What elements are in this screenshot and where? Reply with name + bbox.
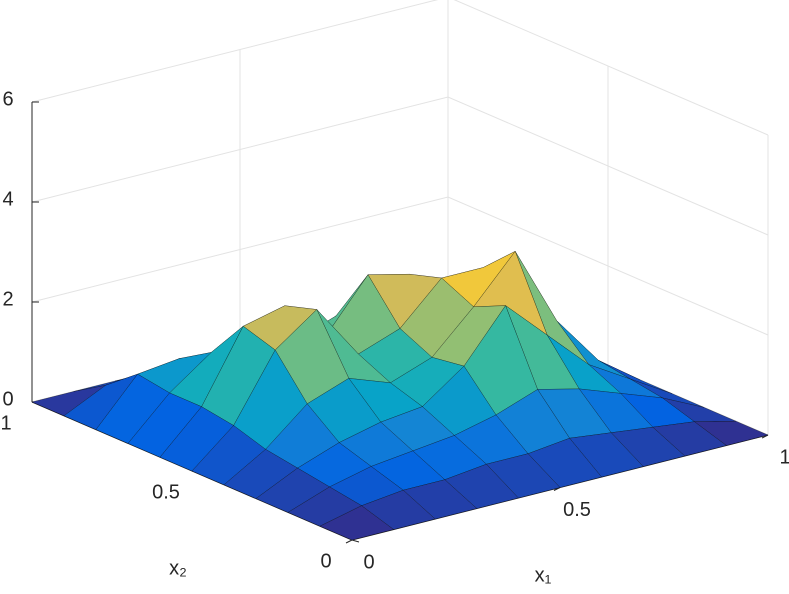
x2-axis-label: x₂ xyxy=(169,557,187,579)
grid-line xyxy=(31,0,769,136)
x2-tick-label: 1 xyxy=(0,412,11,434)
x1-tick-label: 1 xyxy=(779,446,789,468)
x1-axis-label: x₁ xyxy=(535,564,552,586)
z-tick-label: 0 xyxy=(2,388,13,410)
z-tick-label: 6 xyxy=(2,88,13,110)
x1-tick xyxy=(345,539,353,544)
x1-tick-label: 0 xyxy=(363,551,374,573)
z-tick-label: 4 xyxy=(2,188,13,210)
x2-tick-label: 0 xyxy=(320,550,331,572)
surface-face xyxy=(319,505,395,541)
x2-tick-label: 0.5 xyxy=(152,481,180,503)
z-tick-label: 2 xyxy=(2,288,13,310)
grid-line xyxy=(31,196,769,336)
grid-line xyxy=(31,96,769,236)
x1-tick-label: 0.5 xyxy=(563,499,591,521)
x2-tick xyxy=(351,539,360,543)
